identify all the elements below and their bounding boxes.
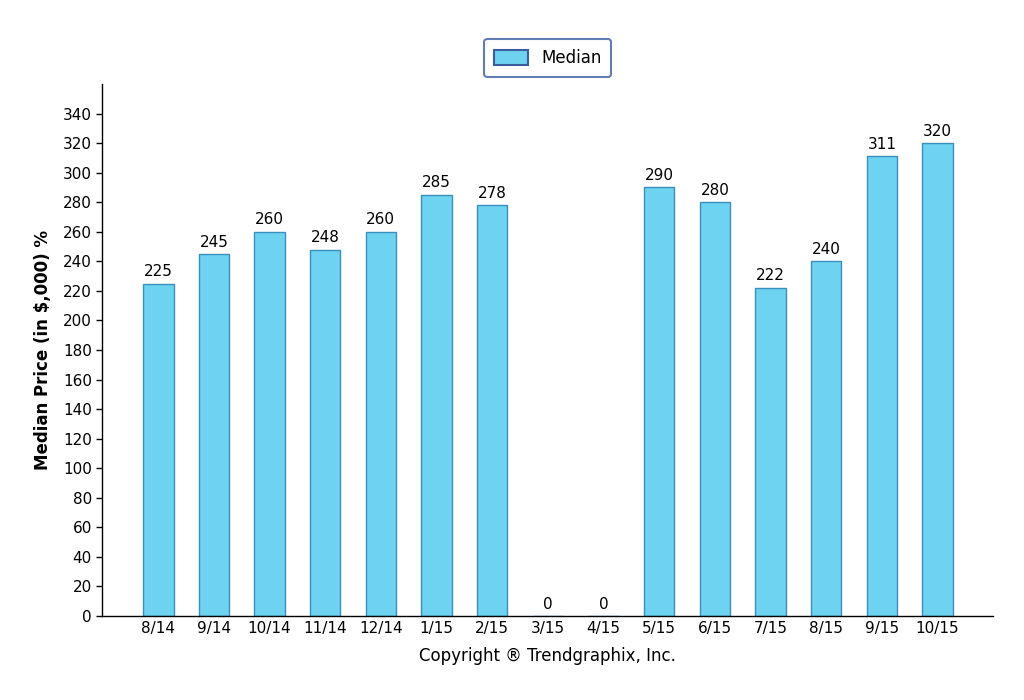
- Bar: [199, 254, 229, 616]
- Bar: [366, 232, 396, 616]
- Bar: [644, 188, 675, 616]
- Text: 260: 260: [367, 212, 395, 228]
- Text: 222: 222: [756, 269, 785, 284]
- Bar: [254, 232, 285, 616]
- Bar: [143, 284, 173, 616]
- Legend: Median: Median: [484, 39, 611, 77]
- Text: 248: 248: [310, 230, 340, 245]
- Text: 285: 285: [422, 176, 451, 190]
- Y-axis label: Median Price (in $,000) %: Median Price (in $,000) %: [34, 230, 52, 470]
- Bar: [477, 205, 508, 616]
- Bar: [755, 288, 785, 616]
- Bar: [699, 202, 730, 616]
- Text: 278: 278: [478, 186, 507, 201]
- Text: 240: 240: [812, 242, 841, 257]
- Text: 280: 280: [700, 183, 729, 198]
- Bar: [811, 261, 842, 616]
- Text: 0: 0: [599, 596, 608, 612]
- Text: 290: 290: [645, 168, 674, 183]
- Text: 311: 311: [867, 137, 896, 152]
- Text: 320: 320: [923, 124, 952, 139]
- Text: 0: 0: [543, 596, 553, 612]
- X-axis label: Copyright ® Trendgraphix, Inc.: Copyright ® Trendgraphix, Inc.: [420, 647, 676, 665]
- Text: 245: 245: [200, 234, 228, 249]
- Bar: [866, 156, 897, 616]
- Text: 260: 260: [255, 212, 284, 228]
- Bar: [923, 143, 952, 616]
- Bar: [310, 249, 341, 616]
- Bar: [421, 195, 452, 616]
- Text: 225: 225: [143, 264, 173, 279]
